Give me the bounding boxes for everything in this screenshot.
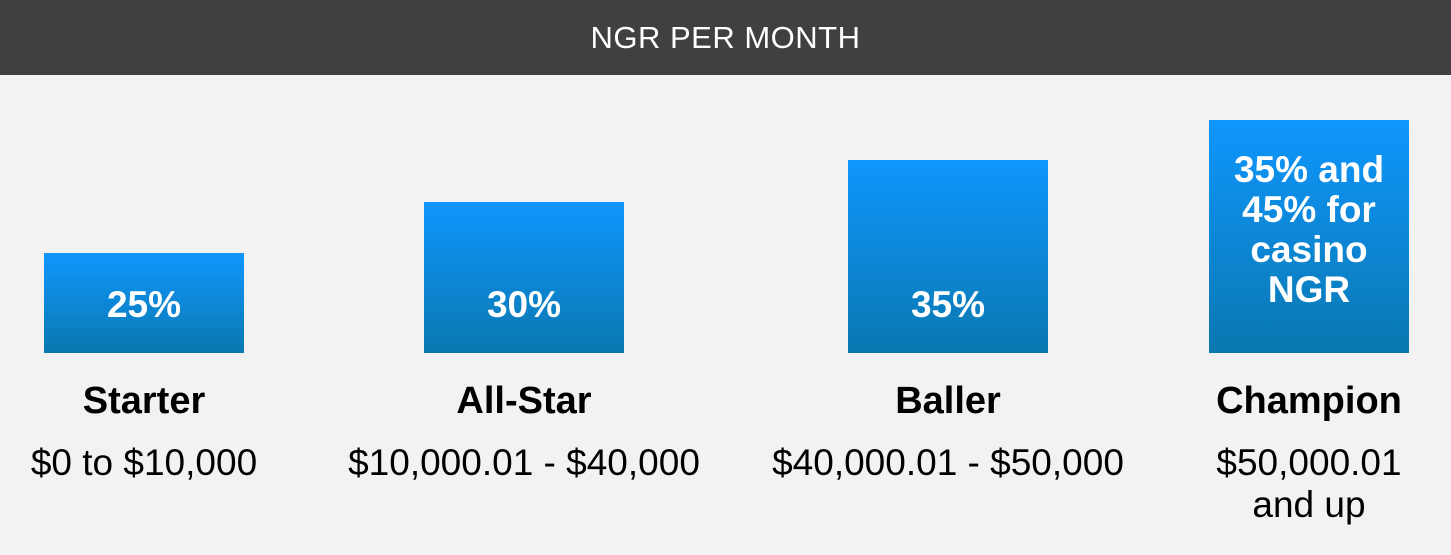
chart-title: NGR PER MONTH xyxy=(0,0,1451,75)
bar-label: 35% xyxy=(910,284,986,325)
bar-label: 25% xyxy=(106,284,182,325)
bar-champion: 35% and 45% for casino NGR xyxy=(1209,120,1409,353)
bar-starter: 25% xyxy=(44,253,244,353)
tier-name: Baller xyxy=(895,380,1001,422)
tier-range: $10,000.01 - $40,000 xyxy=(348,442,700,483)
bar-baller: 35% xyxy=(848,160,1048,353)
tier-name: All-Star xyxy=(456,380,592,422)
tier-name: Champion xyxy=(1216,380,1402,422)
bar-label: 35% and 45% for casino NGR xyxy=(1233,148,1385,310)
tier-range: $0 to $10,000 xyxy=(30,442,258,483)
tier-name: Starter xyxy=(82,380,206,422)
tier-range: $50,000.01 and up xyxy=(1216,442,1402,525)
bar-allstar: 30% xyxy=(424,202,624,353)
bar-label: 30% xyxy=(486,284,562,325)
tier-range: $40,000.01 - $50,000 xyxy=(772,442,1124,483)
